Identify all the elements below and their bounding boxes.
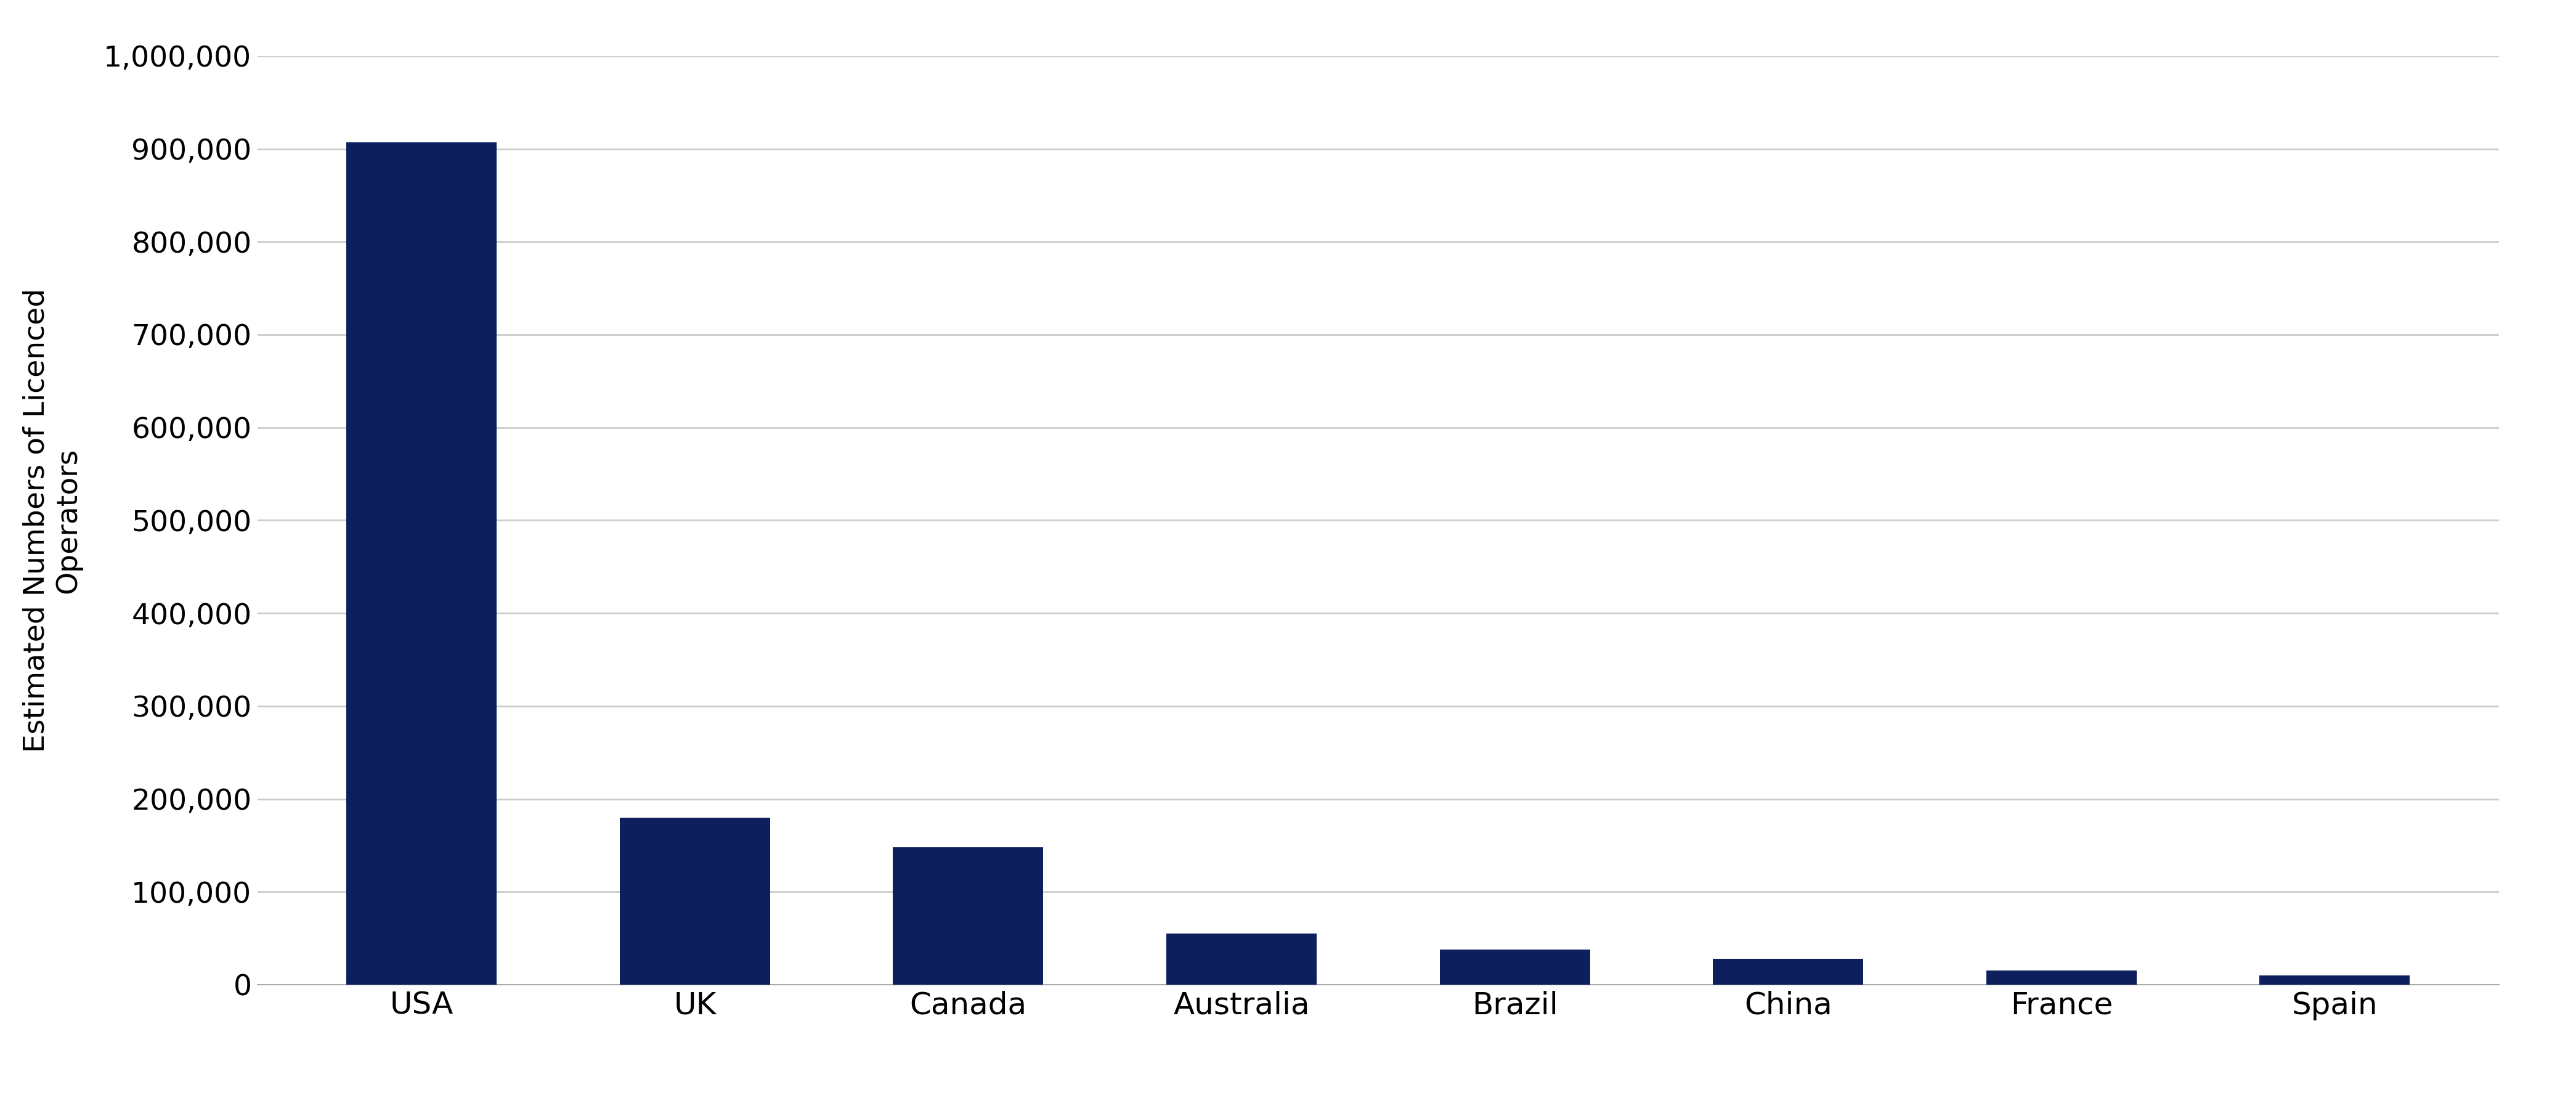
Bar — [1713, 959, 1862, 985]
Bar — [1167, 933, 1316, 985]
Bar — [1986, 971, 2136, 985]
Bar — [345, 142, 497, 985]
Bar — [621, 818, 770, 985]
Y-axis label: Estimated Numbers of Licenced
Operators: Estimated Numbers of Licenced Operators — [23, 289, 82, 752]
Bar — [894, 847, 1043, 985]
Bar — [2259, 976, 2411, 985]
Bar — [1440, 949, 1589, 985]
